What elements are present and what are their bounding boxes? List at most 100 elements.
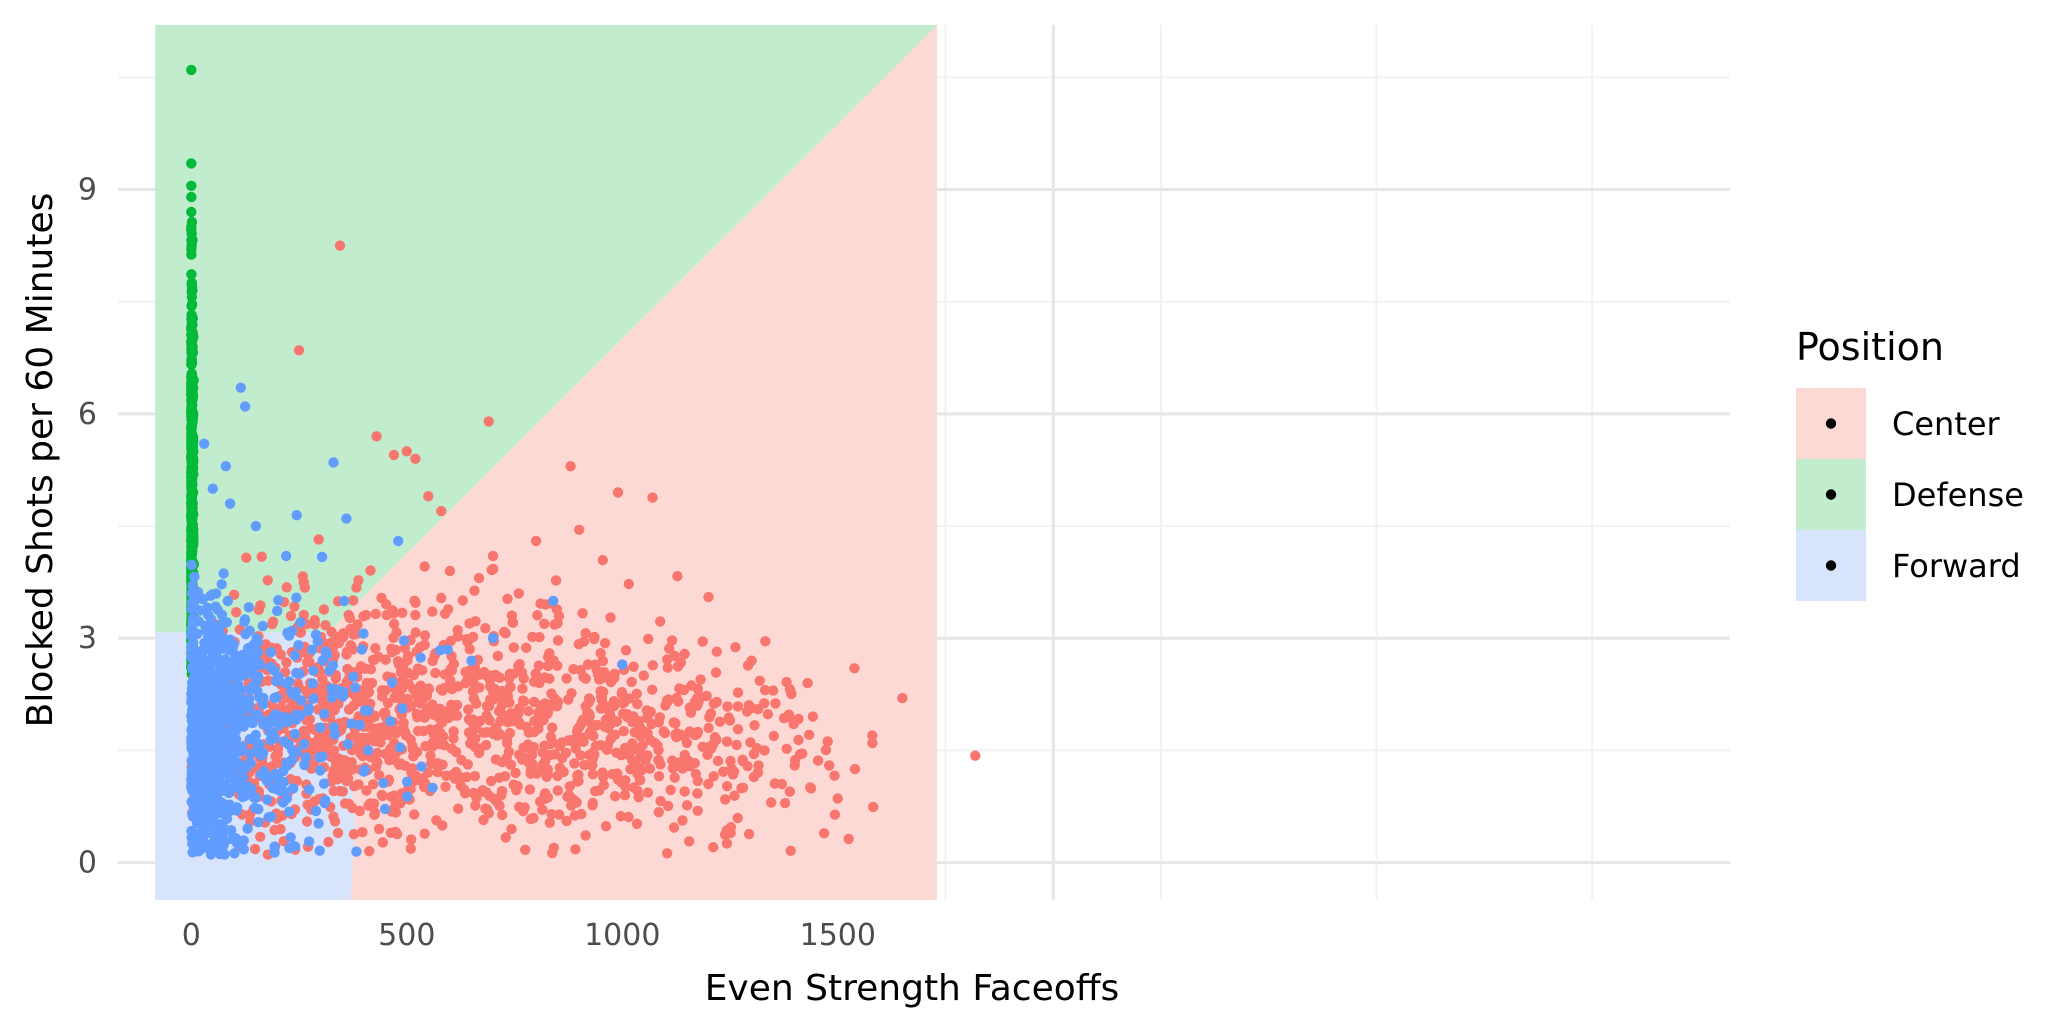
x-tick-label: 500: [378, 918, 435, 953]
data-point-center: [818, 828, 830, 839]
data-point-center: [628, 661, 639, 672]
data-point-forward: [251, 745, 262, 756]
data-point-forward: [187, 651, 198, 662]
data-point-center: [537, 804, 548, 815]
data-point-center: [783, 711, 794, 722]
data-point-forward: [203, 795, 214, 806]
data-point-center: [436, 505, 447, 517]
data-point-forward: [303, 703, 315, 714]
data-point-center: [365, 664, 377, 675]
data-point-center: [456, 754, 467, 766]
x-axis-title: Even Strength Faceoffs: [705, 968, 1120, 1009]
data-point-center: [617, 697, 628, 709]
data-point-forward: [233, 679, 244, 690]
data-point-forward: [466, 655, 477, 666]
data-point-center: [262, 575, 273, 586]
data-point-center: [370, 608, 381, 620]
data-point-forward: [329, 729, 341, 740]
data-point-center: [843, 833, 854, 845]
data-point-center: [542, 660, 554, 672]
data-point-center: [427, 606, 438, 617]
legend-label: Defense: [1892, 476, 2024, 514]
data-point-center: [343, 609, 354, 621]
data-point-forward: [300, 752, 312, 763]
data-point-forward: [359, 764, 371, 776]
data-point-center: [376, 685, 388, 696]
data-point-center: [263, 675, 274, 686]
data-point-center: [545, 738, 556, 750]
data-point-center: [565, 461, 576, 472]
data-point-center: [423, 491, 434, 502]
data-point-forward: [220, 461, 231, 472]
data-point-center: [413, 696, 424, 707]
data-point-center: [620, 645, 632, 656]
data-point-center: [647, 684, 658, 695]
data-point-center: [465, 738, 476, 749]
data-point-center: [617, 708, 629, 719]
data-point-center: [732, 724, 744, 735]
data-point-center: [486, 564, 497, 576]
data-point-center: [427, 655, 438, 667]
data-point-forward: [207, 483, 218, 494]
data-point-forward: [314, 845, 325, 856]
data-point-forward: [252, 709, 263, 720]
data-point-center: [297, 571, 308, 582]
data-point-center: [360, 609, 372, 621]
data-point-forward: [427, 782, 438, 793]
data-point-center: [802, 677, 813, 689]
data-point-center: [574, 524, 585, 535]
data-point-defense: [186, 64, 197, 76]
data-point-defense: [186, 269, 197, 280]
data-point-center: [474, 669, 485, 680]
data-point-center: [737, 782, 749, 793]
data-point-forward: [402, 791, 413, 802]
data-point-forward: [186, 588, 198, 599]
data-point-center: [425, 750, 436, 761]
data-point-defense: [186, 158, 197, 169]
data-point-center: [679, 648, 690, 660]
data-point-center: [481, 787, 492, 798]
data-point-center: [564, 781, 575, 792]
data-point-center: [506, 823, 517, 835]
data-point-center: [397, 607, 408, 618]
data-point-center: [766, 797, 777, 808]
data-point-defense: [186, 324, 197, 335]
data-point-center: [730, 642, 741, 653]
data-point-center: [568, 794, 579, 805]
legend-title: Position: [1796, 325, 1944, 369]
data-point-forward: [238, 844, 249, 855]
data-point-center: [540, 788, 551, 799]
data-point-center: [478, 814, 489, 826]
data-point-defense: [187, 347, 199, 358]
data-point-center: [568, 664, 579, 675]
data-point-forward: [401, 776, 413, 787]
data-point-center: [642, 750, 653, 761]
data-point-center: [669, 772, 680, 783]
data-point-center: [749, 720, 760, 731]
data-point-center: [485, 694, 496, 705]
data-point-center: [587, 800, 598, 811]
data-point-center: [405, 734, 416, 745]
x-tick-label: 1000: [584, 918, 660, 953]
data-point-center: [701, 690, 712, 702]
data-point-center: [309, 796, 320, 807]
data-point-center: [616, 750, 627, 761]
data-point-forward: [235, 382, 246, 393]
data-point-forward: [218, 678, 230, 689]
data-point-center: [759, 745, 770, 756]
data-point-center: [599, 638, 611, 649]
data-point-center: [812, 755, 824, 766]
data-point-center: [373, 823, 385, 835]
data-point-center: [490, 754, 502, 765]
data-point-defense: [187, 514, 198, 525]
data-point-center: [675, 684, 686, 695]
data-point-center: [501, 733, 513, 744]
data-point-center: [554, 809, 565, 820]
data-points: [186, 64, 981, 860]
data-point-center: [364, 722, 376, 733]
data-point-center: [970, 750, 981, 761]
data-point-center: [491, 730, 503, 741]
data-point-center: [666, 635, 678, 646]
data-point-forward: [332, 684, 343, 696]
data-point-center: [498, 696, 509, 707]
